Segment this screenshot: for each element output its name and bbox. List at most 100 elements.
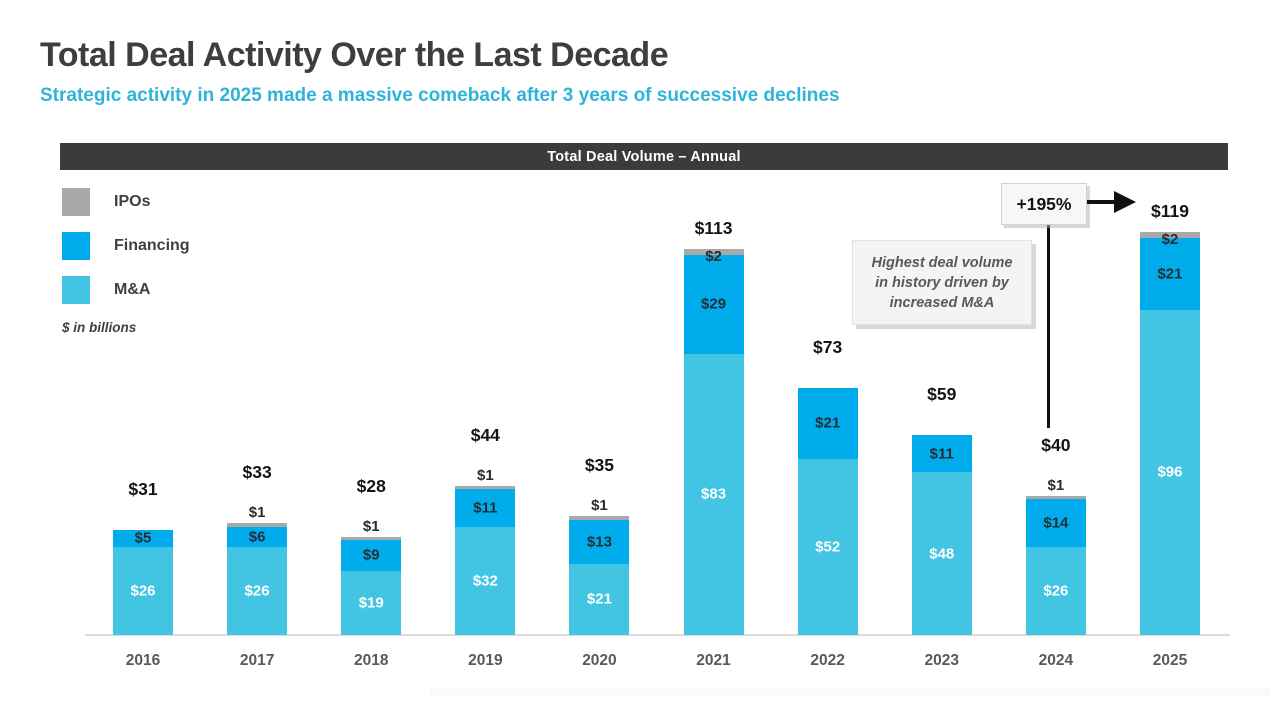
x-axis-tick-2020: 2020 [582,652,617,669]
financing-segment [797,387,858,459]
total-value-label: $28 [356,475,386,496]
ipos-segment [227,523,288,527]
mna-segment [455,526,516,635]
units-note: $ in billions [62,320,137,335]
mna-value-label: $19 [358,594,384,612]
legend-label-financing: Financing [114,237,190,254]
ipos-segment [569,516,630,520]
x-axis-tick-2022: 2022 [810,652,845,669]
note-line: increased M&A [889,294,995,311]
page-subtitle: Strategic activity in 2025 made a massiv… [40,85,840,106]
x-axis-tick-2024: 2024 [1038,652,1074,669]
mna-segment [1139,309,1200,635]
ipos-value-label: $2 [705,247,722,265]
total-value-label: $113 [694,217,733,238]
financing-value-label: $5 [134,529,152,547]
total-value-label: $119 [1151,200,1189,221]
note-line: in history driven by [875,274,1009,291]
ipos-segment [455,485,516,490]
mna-value-label: $21 [586,590,612,608]
x-axis-tick-2016: 2016 [125,652,161,669]
footer-strip [430,687,1270,696]
financing-segment [1025,499,1086,547]
mna-value-label: $26 [130,582,156,600]
bar-group-2017: $26 $6 $1 $33 2017 [227,462,288,669]
growth-connector-line [1047,225,1050,428]
ipos-swatch-icon [62,188,90,216]
financing-segment [683,255,744,354]
financing-swatch-icon [62,232,90,260]
x-axis-tick-2019: 2019 [468,652,503,669]
mna-value-label: $52 [815,538,841,556]
ipos-value-label: $2 [1161,230,1179,248]
x-axis-tick-2017: 2017 [239,652,275,669]
bar-group-2020: $21 $13 $1 $35 2020 [569,455,630,669]
financing-segment [1139,238,1200,310]
financing-value-label: $11 [929,445,954,463]
bar-group-2021: $83 $29 $2 $113 2021 [683,218,744,669]
total-value-label: $44 [470,424,500,445]
total-value-label: $31 [128,478,158,499]
ipos-value-label: $1 [362,517,380,535]
note-line: Highest deal volume [871,254,1013,271]
arrow-head-icon [1114,191,1136,213]
mna-segment [797,458,858,635]
bar-group-2019: $32 $11 $1 $44 2019 [455,425,516,669]
highlight-note-box: Highest deal volume in history driven by… [852,240,1032,325]
financing-segment [113,529,173,547]
financing-segment [227,526,288,547]
financing-value-label: $21 [815,414,841,432]
total-value-label: $33 [242,462,272,483]
chart-title-bar: Total Deal Volume – Annual [60,143,1228,170]
x-axis-tick-2018: 2018 [353,652,389,669]
x-axis-line [85,634,1230,636]
ipos-value-label: $1 [248,504,266,522]
financing-segment [911,435,972,473]
mna-value-label: $83 [701,485,727,503]
x-axis-tick-2023: 2023 [924,652,959,669]
ipos-segment [341,536,402,541]
mna-segment [569,563,630,635]
ipos-segment [683,248,744,256]
x-axis-tick-2025: 2025 [1152,652,1188,669]
financing-value-label: $21 [1157,265,1183,283]
legend: IPOs Financing M&A $ in billions [62,188,190,335]
financing-value-label: $14 [1043,514,1069,532]
bar-group-2024: $26 $14 $1 $40 2024 [1025,435,1086,669]
x-axis-tick-2021: 2021 [696,652,731,669]
ipos-value-label: $1 [476,466,494,484]
bar-group-2016: $26 $5 $31 2016 [113,479,173,669]
legend-label-ipos: IPOs [114,193,151,210]
mna-value-label: $26 [1043,582,1069,600]
legend-item-financing: Financing [62,232,190,260]
financing-value-label: $6 [248,528,266,546]
ipos-segment [1025,496,1086,500]
page-title: Total Deal Activity Over the Last Decade [40,36,669,74]
arrow-icon [1087,200,1115,204]
mna-segment [113,546,173,635]
bar-group-2022: $52 $21 $73 2022 [797,337,858,669]
ipos-value-label: $1 [1047,477,1065,495]
financing-segment [455,489,516,527]
financing-value-label: $29 [701,295,727,313]
total-value-label: $40 [1041,435,1071,456]
mna-value-label: $48 [929,545,955,563]
bar-group-2025: $96 $21 $2 $119 2025 [1139,201,1200,669]
financing-segment [569,519,630,564]
bar-group-2018: $19 $9 $1 $28 2018 [341,476,402,669]
financing-segment [341,540,402,571]
mna-segment [227,546,288,635]
growth-callout: +195% [1001,183,1087,225]
financing-value-label: $11 [473,499,498,517]
mna-segment [341,570,402,635]
mna-swatch-icon [62,276,90,304]
mna-segment [1025,546,1086,635]
total-value-label: $59 [927,384,957,404]
financing-value-label: $13 [586,533,612,551]
mna-value-label: $26 [244,582,270,600]
total-value-label: $73 [813,336,843,357]
chart-title: Total Deal Volume – Annual [547,148,741,165]
total-value-label: $35 [584,455,615,476]
ipos-segment [1139,231,1200,239]
